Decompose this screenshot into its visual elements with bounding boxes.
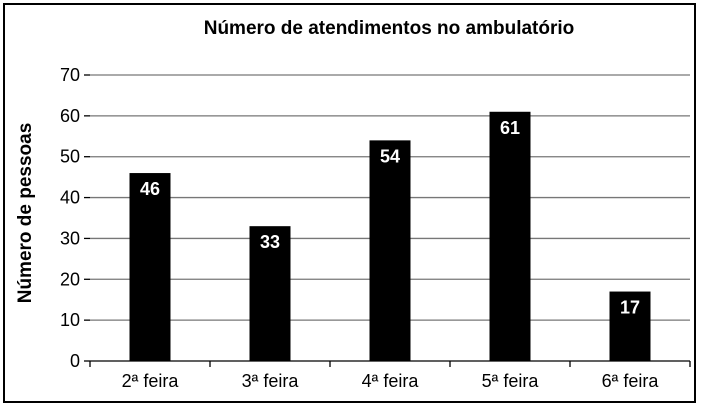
x-axis-categories: 2ª feira 3ª feira 4ª feira 5ª feira 6ª feira	[122, 361, 691, 391]
data-label: 33	[260, 232, 280, 252]
y-tick-label: 70	[60, 65, 80, 85]
x-category-label: 6ª feira	[602, 371, 660, 391]
y-tick-label: 50	[60, 147, 80, 167]
bar	[609, 291, 651, 361]
y-tick-label: 30	[60, 228, 80, 248]
y-tick-label: 0	[70, 351, 80, 371]
chart-frame	[3, 3, 696, 403]
bar	[489, 111, 531, 362]
x-category-label: 2ª feira	[122, 371, 180, 391]
y-axis-label: Número de pessoas	[15, 123, 36, 304]
bar	[369, 140, 411, 361]
data-label: 46	[140, 179, 160, 199]
x-category-label: 5ª feira	[482, 371, 540, 391]
y-tick-label: 40	[60, 188, 80, 208]
y-tick-label: 60	[60, 106, 80, 126]
chart-title: Número de atendimentos no ambulatório	[204, 18, 575, 39]
y-axis-ticks: 0 10 20 30 40 50 60 70	[60, 65, 90, 371]
data-label: 17	[620, 298, 640, 318]
x-category-label: 4ª feira	[362, 371, 420, 391]
bars: 46 33 54 61 17	[129, 111, 651, 362]
y-tick-label: 10	[60, 310, 80, 330]
bar	[129, 173, 171, 361]
data-label: 54	[380, 146, 400, 166]
x-category-label: 3ª feira	[242, 371, 300, 391]
y-tick-label: 20	[60, 269, 80, 289]
data-label: 61	[500, 118, 520, 138]
bar	[249, 226, 291, 361]
